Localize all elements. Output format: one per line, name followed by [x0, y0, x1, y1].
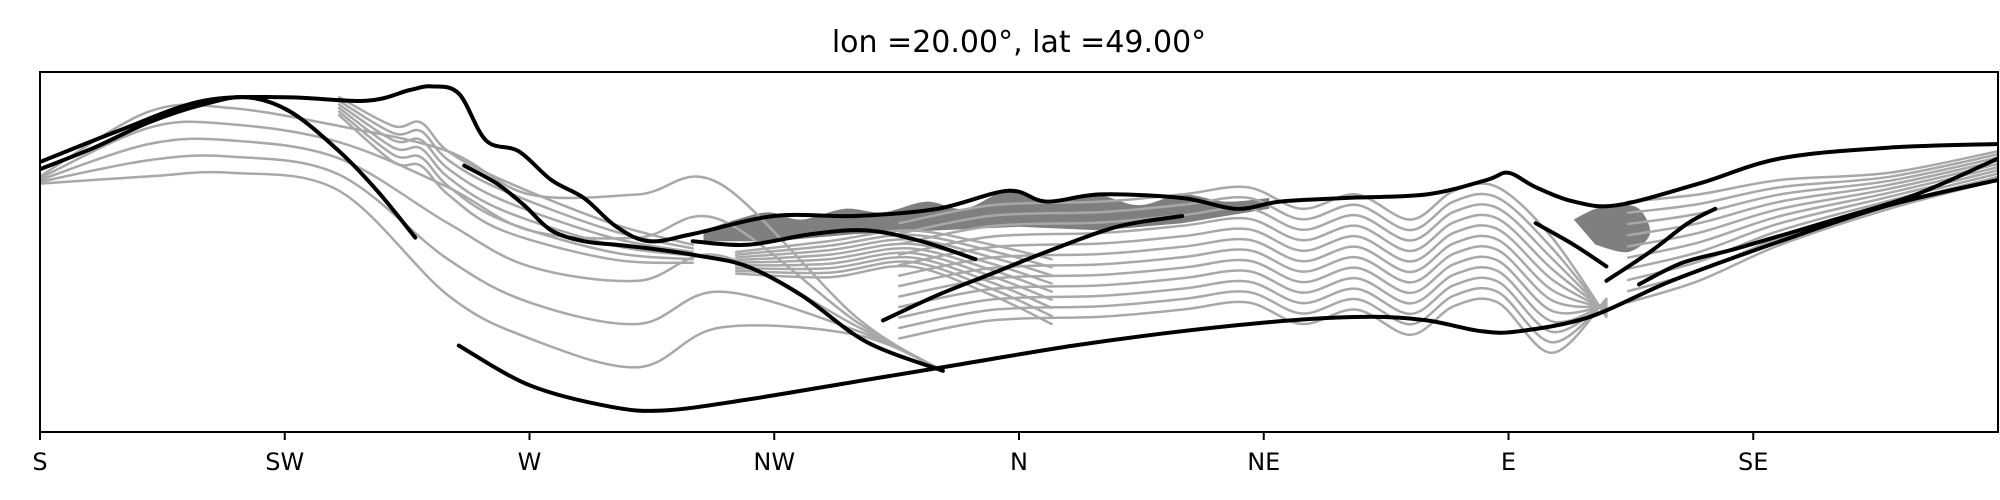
contour-upper-w-1	[337, 99, 694, 250]
contour-ne-6	[898, 245, 1608, 309]
contour-ne-9	[898, 276, 1608, 334]
contour-ne-5	[898, 234, 1608, 310]
contour-se-8	[1626, 153, 1998, 215]
contour-ne-10	[898, 286, 1608, 344]
contour-ne-2	[898, 203, 1608, 315]
x-tick-label-se: SE	[1738, 448, 1768, 476]
ridge-line-5	[690, 228, 978, 262]
contour-se-7	[1626, 156, 1998, 226]
ridge-line-6	[1637, 156, 1998, 287]
contour-nw-1	[734, 233, 1053, 269]
distant-valley-fill	[1573, 205, 1651, 253]
x-tick-label-sw: SW	[265, 448, 304, 476]
ridge-line-3	[456, 178, 1998, 413]
contour-se-4	[1626, 165, 1998, 259]
ridge-line-1	[40, 94, 418, 240]
ridge-series-layer	[40, 84, 1998, 413]
ridge-line-2	[462, 163, 945, 373]
chart-title: lon =20.00°, lat =49.00°	[832, 25, 1206, 60]
ridge-line-4	[881, 214, 1185, 323]
x-axis: S SW W NW N NE E SE	[32, 432, 1768, 476]
x-tick-label-s: S	[32, 448, 47, 476]
contour-west-3	[40, 154, 945, 373]
contour-ne-1	[898, 192, 1608, 317]
contour-nw-4	[734, 246, 1053, 293]
contour-ne-3	[898, 213, 1608, 314]
contour-se-0	[1626, 178, 1998, 304]
ridge-line-0	[40, 84, 1998, 244]
ridge-line-7	[1533, 221, 1609, 269]
contour-se-9	[1626, 149, 1998, 203]
ridge-line-8	[1604, 206, 1718, 283]
contour-nw-6	[734, 255, 1053, 310]
contour-se-5	[1626, 162, 1998, 248]
x-tick-label-nw: NW	[753, 448, 795, 476]
contour-ne-8	[898, 266, 1608, 324]
contour-ne-11	[898, 297, 1608, 355]
contour-upper-w-5	[337, 113, 694, 265]
contour-ne-0	[898, 182, 1608, 319]
x-tick-label-e: E	[1501, 448, 1516, 476]
contour-ne-7	[898, 255, 1608, 315]
contour-nw-8	[734, 264, 1053, 326]
x-tick-label-ne: NE	[1247, 448, 1280, 476]
x-tick-label-w: W	[518, 448, 542, 476]
contour-upper-w-4	[337, 110, 694, 261]
contour-west-4	[40, 170, 945, 373]
contour-upper-w-2	[337, 103, 694, 254]
x-tick-label-n: N	[1010, 448, 1028, 476]
